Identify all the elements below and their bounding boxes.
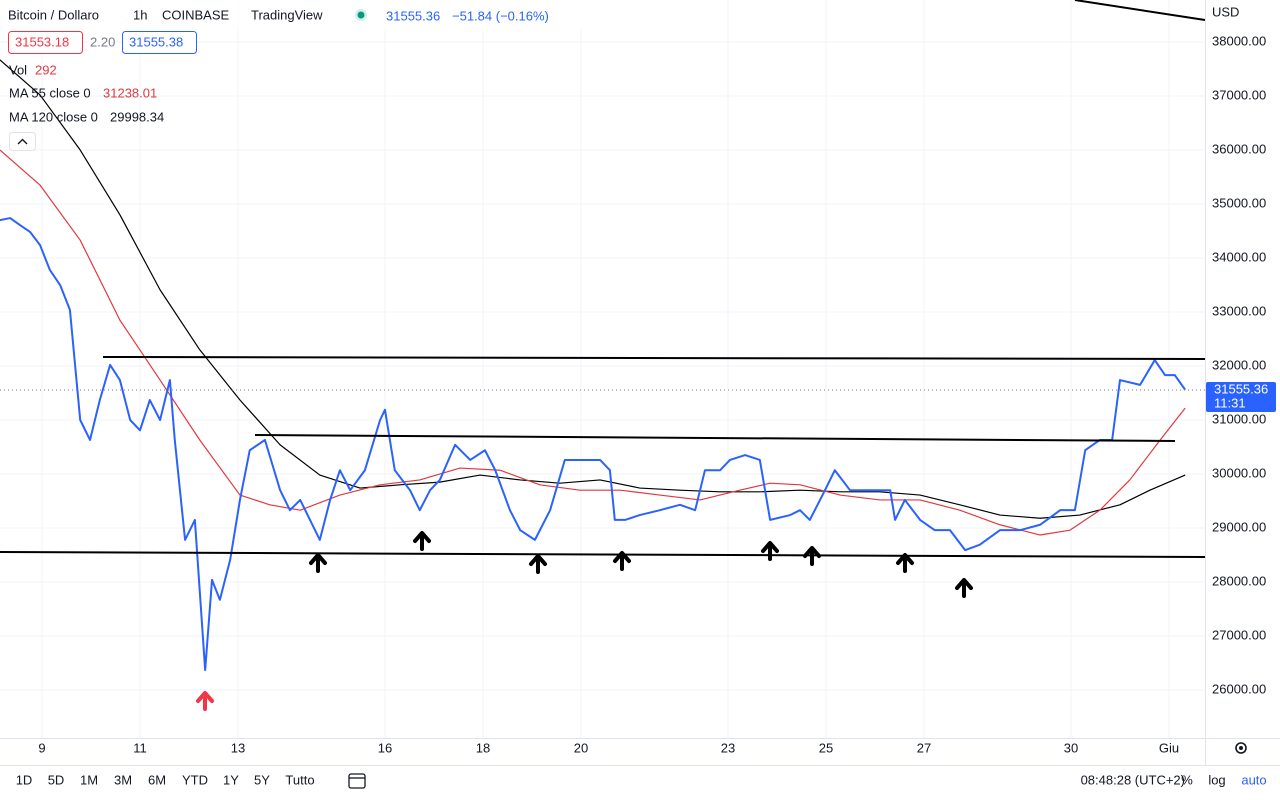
last-price: 31555.36	[386, 8, 440, 23]
symbol[interactable]: Bitcoin / Dollaro	[8, 7, 99, 22]
scale-option[interactable]: %	[1181, 772, 1193, 787]
gear-icon[interactable]	[1235, 742, 1247, 754]
plot-area	[0, 59, 1186, 672]
range-button[interactable]: 5D	[48, 772, 65, 787]
price-tag-countdown: 11:31	[1214, 395, 1246, 410]
moving-average-line	[0, 59, 1186, 519]
annotations	[196, 531, 973, 711]
arrow	[196, 691, 214, 711]
clock[interactable]: 08:48:28 (UTC+2)	[1081, 772, 1185, 787]
market-status-dot	[357, 11, 365, 19]
x-tick-label: 20	[574, 740, 588, 755]
header-bg	[0, 0, 600, 30]
settings-button[interactable]	[1235, 742, 1247, 754]
indicator-value: 292	[35, 62, 57, 77]
range-button[interactable]: YTD	[182, 772, 208, 787]
arrow	[955, 578, 973, 598]
x-tick-label: 30	[1064, 740, 1078, 755]
y-tick-label: 38000.00	[1212, 33, 1266, 48]
x-tick-label: 11	[133, 740, 147, 755]
range-button[interactable]: 1M	[80, 772, 98, 787]
y-tick-label: 30000.00	[1212, 465, 1266, 480]
range-button[interactable]: 1Y	[223, 772, 239, 787]
trend-line	[254, 434, 1176, 442]
toolbar: 1D 5D 1M 3M 6M YTD 1Y 5Y Tutto% log auto	[16, 772, 1267, 787]
price-tag-price: 31555.36	[1214, 381, 1268, 396]
source: TradingView	[251, 7, 323, 22]
x-tick-label: Giu	[1159, 740, 1179, 755]
scale-option[interactable]: auto	[1241, 772, 1266, 787]
range-button[interactable]: 6M	[148, 772, 166, 787]
y-tick-label: 37000.00	[1212, 87, 1266, 102]
exchange: COINBASE	[162, 7, 230, 22]
arrow	[413, 531, 431, 551]
arrow	[309, 553, 327, 573]
arrow	[529, 554, 547, 574]
grid	[0, 0, 1205, 738]
y-tick-label: 26000.00	[1212, 681, 1266, 696]
y-tick-label: 33000.00	[1212, 303, 1266, 318]
interval[interactable]: 1h	[133, 7, 147, 22]
spread: 2.20	[90, 34, 115, 49]
y-tick-label: 27000.00	[1212, 627, 1266, 642]
y-tick-label: 28000.00	[1212, 573, 1266, 588]
x-tick-label: 13	[231, 740, 245, 755]
ask-price[interactable]: 31555.38	[129, 34, 183, 49]
range-button[interactable]: Tutto	[285, 772, 314, 787]
buy-button[interactable]	[122, 31, 197, 54]
x-tick-label: 18	[476, 740, 490, 755]
y-tick-label: 34000.00	[1212, 249, 1266, 264]
indicator-value: 29998.34	[110, 109, 164, 124]
moving-average-line	[0, 149, 1186, 536]
arrow	[803, 546, 821, 566]
sell-button[interactable]	[8, 31, 83, 54]
x-tick-label: 27	[917, 740, 931, 755]
arrow	[896, 553, 914, 573]
trend-line	[0, 551, 1206, 558]
indicator-name[interactable]: MA 55 close 0	[9, 85, 91, 100]
date-range-button[interactable]	[348, 773, 366, 789]
currency[interactable]: USD	[1212, 4, 1239, 19]
collapse-icon	[17, 138, 28, 145]
indicator-value: 31238.01	[103, 85, 157, 100]
arrow	[613, 551, 631, 571]
price-line	[0, 217, 1186, 672]
x-tick-label: 25	[819, 740, 833, 755]
trend-line	[102, 356, 1206, 360]
calendar-icon[interactable]	[348, 773, 366, 789]
scale-option[interactable]: log	[1208, 772, 1225, 787]
price-tag	[1206, 382, 1276, 412]
collapse-button[interactable]	[9, 132, 36, 151]
range-button[interactable]: 5Y	[254, 772, 270, 787]
y-tick-label: 31000.00	[1212, 411, 1266, 426]
y-tick-label: 29000.00	[1212, 519, 1266, 534]
gear-icon-center	[1239, 746, 1243, 750]
trend-line	[1074, 0, 1206, 21]
indicator-name[interactable]: MA 120 close 0	[9, 109, 98, 124]
arrow	[761, 541, 779, 561]
x-tick-label: 16	[378, 740, 392, 755]
y-tick-label: 36000.00	[1212, 141, 1266, 156]
indicator-name[interactable]: Vol	[9, 62, 27, 77]
x-tick-label: 9	[38, 740, 45, 755]
range-button[interactable]: 1D	[16, 772, 33, 787]
range-button[interactable]: 3M	[114, 772, 132, 787]
y-tick-label: 32000.00	[1212, 357, 1266, 372]
y-tick-label: 35000.00	[1212, 195, 1266, 210]
x-tick-label: 23	[721, 740, 735, 755]
price-change: −51.84 (−0.16%)	[452, 8, 549, 23]
axes: 26000.00 27000.00 28000.00 29000.00 30000.00…	[38, 33, 1266, 755]
bid-price[interactable]: 31553.18	[15, 34, 69, 49]
